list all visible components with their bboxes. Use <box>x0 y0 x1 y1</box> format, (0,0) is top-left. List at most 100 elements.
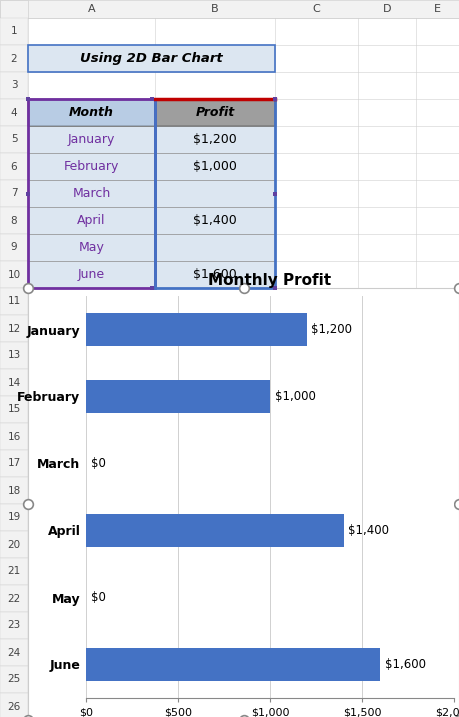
Text: $1,400: $1,400 <box>193 214 237 227</box>
Bar <box>0 612 28 639</box>
Text: 23: 23 <box>7 620 21 630</box>
Text: D: D <box>383 4 391 14</box>
Text: 9: 9 <box>11 242 17 252</box>
Text: 4: 4 <box>11 108 17 118</box>
Text: May: May <box>78 241 105 254</box>
Bar <box>0 531 28 558</box>
Text: 25: 25 <box>7 675 21 685</box>
Text: 24: 24 <box>7 647 21 657</box>
Text: B: B <box>211 4 219 14</box>
Bar <box>155 180 275 207</box>
Bar <box>0 369 28 396</box>
Bar <box>0 342 28 369</box>
Text: 2: 2 <box>11 54 17 64</box>
Text: March: March <box>73 187 111 200</box>
Bar <box>155 99 275 288</box>
Bar <box>0 153 28 180</box>
Bar <box>155 99 275 126</box>
Bar <box>28 261 155 288</box>
Title: Monthly Profit: Monthly Profit <box>208 273 331 288</box>
Text: Month: Month <box>69 106 114 119</box>
Bar <box>86 313 307 346</box>
Text: 7: 7 <box>11 189 17 199</box>
Text: 3: 3 <box>11 80 17 90</box>
Bar <box>0 558 28 585</box>
Text: June: June <box>78 268 105 281</box>
Bar <box>86 647 381 681</box>
Bar <box>28 207 155 234</box>
Text: April: April <box>77 214 106 227</box>
Text: January: January <box>68 133 115 146</box>
Text: $1,200: $1,200 <box>311 323 353 336</box>
Bar <box>86 380 270 413</box>
Bar <box>0 315 28 342</box>
Bar <box>155 261 275 288</box>
Bar <box>0 504 28 531</box>
Text: 20: 20 <box>7 539 21 549</box>
Text: 26: 26 <box>7 701 21 711</box>
Bar <box>28 99 155 288</box>
Bar <box>0 693 28 717</box>
Text: $1,600: $1,600 <box>193 268 237 281</box>
Text: C: C <box>313 4 320 14</box>
Text: 22: 22 <box>7 594 21 604</box>
Text: $0: $0 <box>90 591 106 604</box>
Text: $0: $0 <box>90 457 106 470</box>
Bar <box>0 0 459 18</box>
Text: $1,600: $1,600 <box>385 658 426 671</box>
Text: 15: 15 <box>7 404 21 414</box>
Text: 8: 8 <box>11 216 17 226</box>
Text: E: E <box>434 4 441 14</box>
Bar <box>0 207 28 234</box>
Text: 18: 18 <box>7 485 21 495</box>
Text: 19: 19 <box>7 513 21 523</box>
Text: Using 2D Bar Chart: Using 2D Bar Chart <box>80 52 223 65</box>
Bar <box>28 153 155 180</box>
Bar <box>0 639 28 666</box>
Text: 6: 6 <box>11 161 17 171</box>
Text: 10: 10 <box>7 270 21 280</box>
Bar <box>0 180 28 207</box>
Bar <box>0 261 28 288</box>
Text: $1,000: $1,000 <box>274 390 315 403</box>
Bar <box>0 396 28 423</box>
Text: 12: 12 <box>7 323 21 333</box>
Bar <box>0 666 28 693</box>
Text: 16: 16 <box>7 432 21 442</box>
Bar <box>0 234 28 261</box>
Text: February: February <box>64 160 119 173</box>
Text: A: A <box>88 4 95 14</box>
Bar <box>0 585 28 612</box>
Bar <box>28 126 155 153</box>
Text: Profit: Profit <box>196 106 235 119</box>
Text: 17: 17 <box>7 458 21 468</box>
Text: 13: 13 <box>7 351 21 361</box>
Bar <box>28 234 155 261</box>
Text: 11: 11 <box>7 297 21 306</box>
Bar <box>0 288 28 315</box>
Bar <box>0 477 28 504</box>
Bar <box>28 180 155 207</box>
Bar <box>155 126 275 153</box>
Bar <box>86 514 344 547</box>
Bar <box>0 450 28 477</box>
Bar <box>155 207 275 234</box>
Bar <box>0 45 28 72</box>
Bar <box>155 234 275 261</box>
Bar <box>0 18 28 45</box>
Bar <box>28 99 155 126</box>
Bar <box>0 0 28 18</box>
Text: $1,400: $1,400 <box>348 524 389 537</box>
Bar <box>0 423 28 450</box>
Bar <box>0 126 28 153</box>
Text: 1: 1 <box>11 27 17 37</box>
Text: 5: 5 <box>11 135 17 145</box>
Text: $1,000: $1,000 <box>193 160 237 173</box>
Bar <box>28 45 275 72</box>
Bar <box>0 72 28 99</box>
Text: $1,200: $1,200 <box>193 133 237 146</box>
Bar <box>0 99 28 126</box>
Bar <box>155 153 275 180</box>
Bar <box>28 288 459 717</box>
Text: 21: 21 <box>7 566 21 576</box>
